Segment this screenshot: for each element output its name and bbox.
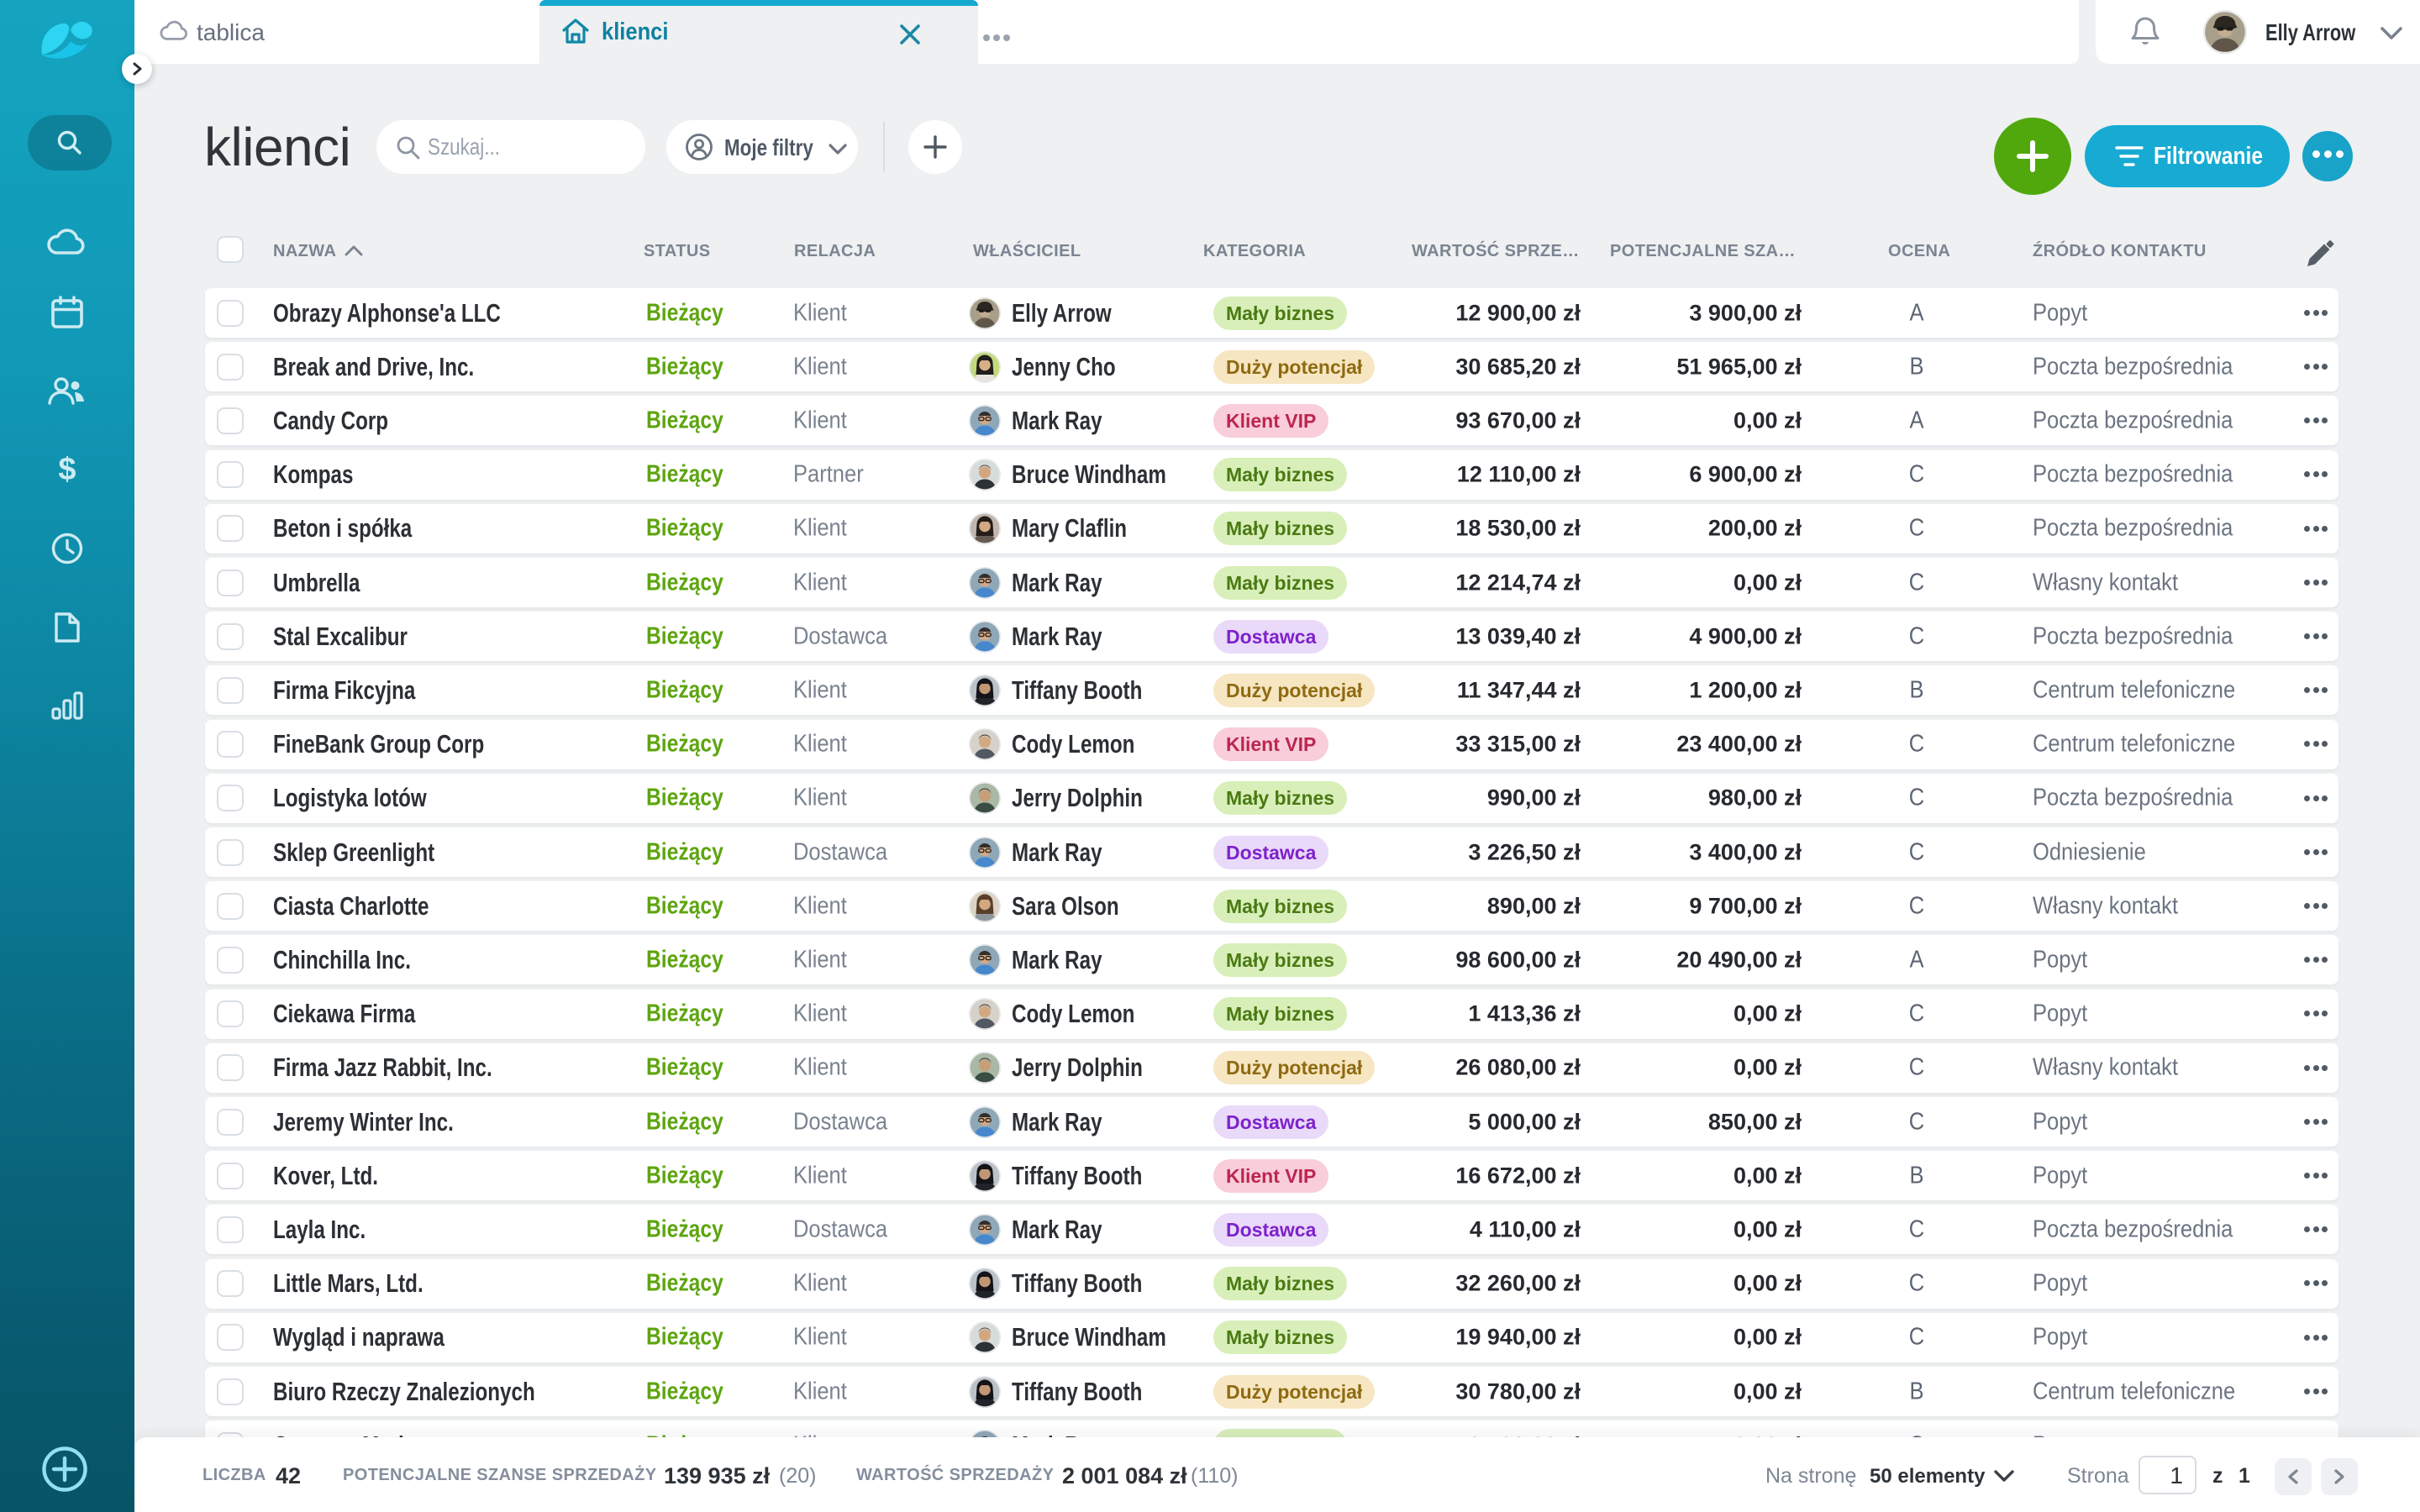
svg-text:$: $ — [58, 453, 76, 486]
